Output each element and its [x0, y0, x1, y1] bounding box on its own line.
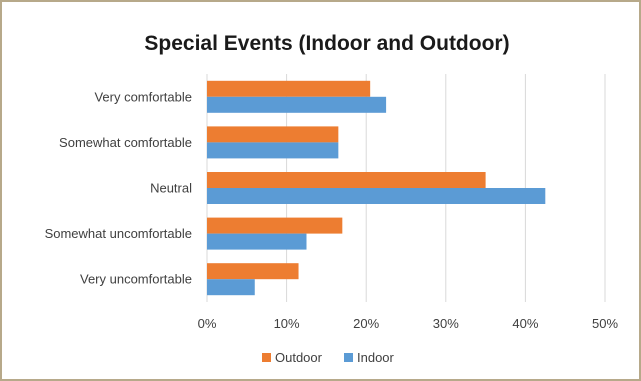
- bar-outdoor-1: [207, 126, 339, 143]
- bar-outdoor-2: [207, 172, 486, 188]
- legend-label-outdoor: Outdoor: [275, 350, 323, 365]
- bar-indoor-2: [207, 188, 546, 204]
- x-tick-label: 30%: [433, 316, 459, 331]
- category-label: Very uncomfortable: [80, 272, 192, 287]
- bar-indoor-1: [207, 142, 339, 159]
- bar-indoor-0: [207, 96, 387, 113]
- bar-indoor-4: [207, 279, 255, 296]
- x-tick-label: 40%: [512, 316, 538, 331]
- legend-swatch-outdoor: [262, 353, 271, 362]
- category-label: Somewhat comfortable: [59, 135, 192, 150]
- category-label: Somewhat uncomfortable: [45, 226, 192, 241]
- legend-label-indoor: Indoor: [357, 350, 395, 365]
- x-tick-label: 10%: [274, 316, 300, 331]
- bar-outdoor-3: [207, 217, 343, 234]
- x-tick-label: 50%: [592, 316, 618, 331]
- chart-title: Special Events (Indoor and Outdoor): [144, 32, 509, 55]
- x-tick-label: 0%: [198, 316, 217, 331]
- legend: Outdoor Indoor: [262, 350, 395, 365]
- legend-swatch-indoor: [344, 353, 353, 362]
- x-tick-label: 20%: [353, 316, 379, 331]
- bar-indoor-3: [207, 233, 307, 250]
- bars: [207, 80, 546, 296]
- x-axis-ticks: 0% 10% 20% 30% 40% 50%: [198, 316, 619, 331]
- bar-outdoor-0: [207, 80, 371, 97]
- category-label: Neutral: [150, 181, 192, 196]
- category-labels: Very comfortable Somewhat comfortable Neut…: [45, 89, 193, 286]
- category-label: Very comfortable: [94, 89, 192, 104]
- bar-outdoor-4: [207, 263, 299, 280]
